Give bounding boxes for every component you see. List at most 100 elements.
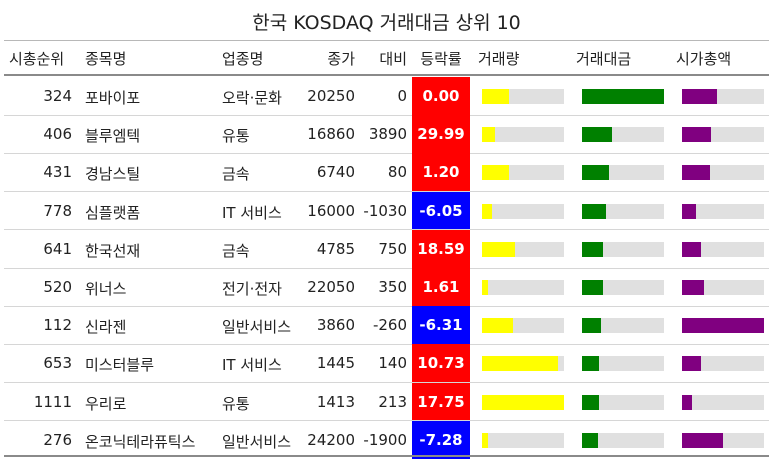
cell-name: 미스터블루 bbox=[85, 356, 155, 375]
cell-name: 블루엠텍 bbox=[85, 127, 141, 146]
cell-sector: 금속 bbox=[222, 165, 250, 184]
header-change: 대비 bbox=[379, 50, 407, 68]
cap-bar bbox=[682, 203, 696, 219]
cell-rate: 18.59 bbox=[412, 229, 470, 268]
cell-rank: 641 bbox=[43, 239, 72, 258]
table-title: 한국 KOSDAQ 거래대금 상위 10 bbox=[252, 12, 521, 34]
cell-rate: 29.99 bbox=[412, 115, 470, 154]
value-bar bbox=[582, 89, 664, 104]
header-close: 종가 bbox=[327, 50, 355, 68]
cell-rate: 0.00 bbox=[412, 77, 470, 115]
volume-bar-track bbox=[482, 318, 564, 334]
cell-rate: -6.05 bbox=[412, 191, 470, 230]
row-divider bbox=[4, 153, 769, 154]
volume-bar-track bbox=[482, 127, 564, 143]
header-cap: 시가총액 bbox=[676, 50, 732, 68]
volume-bar bbox=[482, 241, 515, 257]
value-bar bbox=[582, 432, 598, 448]
cell-rank: 778 bbox=[43, 201, 72, 220]
row-divider bbox=[4, 229, 769, 230]
header-sector: 업종명 bbox=[222, 50, 264, 68]
row-divider bbox=[4, 306, 769, 307]
value-bar bbox=[582, 356, 599, 372]
top-rule bbox=[4, 40, 769, 41]
cell-rate: 1.61 bbox=[412, 268, 470, 306]
header-name: 종목명 bbox=[85, 50, 127, 68]
cap-bar-track bbox=[682, 318, 764, 334]
row-divider bbox=[4, 268, 769, 269]
row-divider bbox=[4, 382, 769, 383]
cell-name: 우리로 bbox=[85, 394, 127, 413]
cell-close: 6740 bbox=[316, 163, 355, 182]
cap-bar bbox=[682, 165, 710, 181]
volume-bar bbox=[482, 280, 488, 295]
volume-bar bbox=[482, 318, 513, 334]
cell-sector: 전기·전자 bbox=[222, 280, 282, 298]
cell-rate: 1.20 bbox=[412, 153, 470, 192]
cell-change: 213 bbox=[378, 392, 407, 411]
cell-change: -260 bbox=[372, 316, 407, 335]
cap-bar-track bbox=[682, 280, 764, 295]
volume-bar bbox=[482, 356, 558, 372]
cell-name: 위너스 bbox=[85, 280, 127, 298]
cell-change: -1900 bbox=[363, 430, 407, 449]
cell-sector: 일반서비스 bbox=[222, 432, 292, 451]
cell-close: 1445 bbox=[316, 354, 355, 373]
volume-bar-track bbox=[482, 203, 564, 219]
header-rank: 시총순위 bbox=[9, 50, 65, 68]
cell-rank: 1111 bbox=[33, 392, 72, 411]
row-divider bbox=[4, 115, 769, 116]
cell-change: -1030 bbox=[363, 201, 407, 220]
cell-rank: 406 bbox=[43, 125, 72, 144]
cell-rate: 17.75 bbox=[412, 382, 470, 421]
cell-close: 16860 bbox=[307, 125, 355, 144]
value-bar-track bbox=[582, 203, 664, 219]
cell-close: 22050 bbox=[307, 278, 355, 296]
volume-bar-track bbox=[482, 394, 564, 410]
cell-name: 경남스틸 bbox=[85, 165, 141, 184]
volume-bar bbox=[482, 394, 564, 410]
value-bar-track bbox=[582, 318, 664, 334]
cell-close: 3860 bbox=[316, 316, 355, 335]
cell-rate: -7.28 bbox=[412, 420, 470, 459]
cell-name: 한국선재 bbox=[85, 241, 141, 260]
cell-close: 16000 bbox=[307, 201, 355, 220]
volume-bar-track bbox=[482, 89, 564, 104]
header-volume: 거래량 bbox=[478, 50, 520, 68]
cell-change: 80 bbox=[387, 163, 407, 182]
cell-sector: IT 서비스 bbox=[222, 203, 282, 222]
value-bar bbox=[582, 241, 603, 257]
value-bar-track bbox=[582, 127, 664, 143]
cell-name: 포바이포 bbox=[85, 89, 141, 107]
value-bar bbox=[582, 280, 603, 295]
cell-close: 1413 bbox=[316, 392, 355, 411]
cap-bar-track bbox=[682, 165, 764, 181]
cap-bar bbox=[682, 89, 717, 104]
volume-bar bbox=[482, 432, 488, 448]
cell-rank: 520 bbox=[43, 278, 72, 296]
cap-bar-track bbox=[682, 127, 764, 143]
cap-bar-track bbox=[682, 394, 764, 410]
value-bar-track bbox=[582, 280, 664, 295]
volume-bar-track bbox=[482, 280, 564, 295]
volume-bar bbox=[482, 165, 509, 181]
cell-rank: 112 bbox=[43, 316, 72, 335]
value-bar-track bbox=[582, 356, 664, 372]
cell-rank: 653 bbox=[43, 354, 72, 373]
cap-bar bbox=[682, 127, 711, 143]
value-bar-track bbox=[582, 394, 664, 410]
row-divider bbox=[4, 191, 769, 192]
cap-bar-track bbox=[682, 356, 764, 372]
row-divider bbox=[4, 420, 769, 421]
cap-bar-track bbox=[682, 241, 764, 257]
header-rule bbox=[4, 74, 769, 76]
value-bar-track bbox=[582, 432, 664, 448]
cell-rank: 324 bbox=[43, 87, 72, 105]
cell-change: 140 bbox=[378, 354, 407, 373]
value-bar bbox=[582, 394, 599, 410]
cap-bar bbox=[682, 241, 701, 257]
bottom-rule bbox=[4, 455, 769, 457]
cap-bar-track bbox=[682, 432, 764, 448]
volume-bar-track bbox=[482, 241, 564, 257]
cap-bar bbox=[682, 356, 701, 372]
